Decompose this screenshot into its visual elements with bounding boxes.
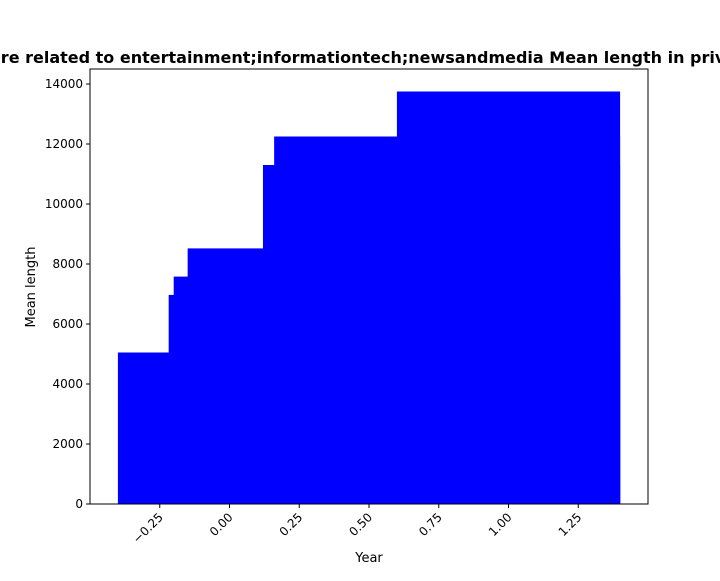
x-tick-label: 0.00 bbox=[207, 510, 236, 539]
y-tick-label: 0 bbox=[75, 497, 83, 511]
x-tick-label: 0.75 bbox=[416, 510, 445, 539]
y-tick-label: 12000 bbox=[45, 137, 83, 151]
y-tick-label: 6000 bbox=[52, 317, 83, 331]
y-ticks: 0 2000 4000 6000 8000 10000 12000 14000 bbox=[45, 77, 90, 511]
y-tick-label: 14000 bbox=[45, 77, 83, 91]
y-tick-label: 8000 bbox=[52, 257, 83, 271]
y-axis-label: Mean length bbox=[24, 247, 39, 328]
x-tick-label: 0.25 bbox=[277, 510, 306, 539]
chart-title: Genre related to entertainment;informati… bbox=[0, 48, 720, 67]
x-axis-label: Year bbox=[354, 551, 383, 566]
bars-group bbox=[117, 91, 621, 504]
x-tick-label: 1.00 bbox=[486, 510, 515, 539]
y-tick-label: 2000 bbox=[52, 437, 83, 451]
y-tick-label: 10000 bbox=[45, 197, 83, 211]
bar-6 bbox=[396, 91, 621, 504]
x-tick-label: 0.50 bbox=[346, 510, 375, 539]
y-tick-label: 4000 bbox=[52, 377, 83, 391]
x-tick-label: 1.25 bbox=[556, 510, 585, 539]
x-tick-label: −0.25 bbox=[130, 510, 166, 546]
x-ticks: −0.25 0.00 0.25 0.50 0.75 1.00 1.25 bbox=[130, 504, 584, 546]
